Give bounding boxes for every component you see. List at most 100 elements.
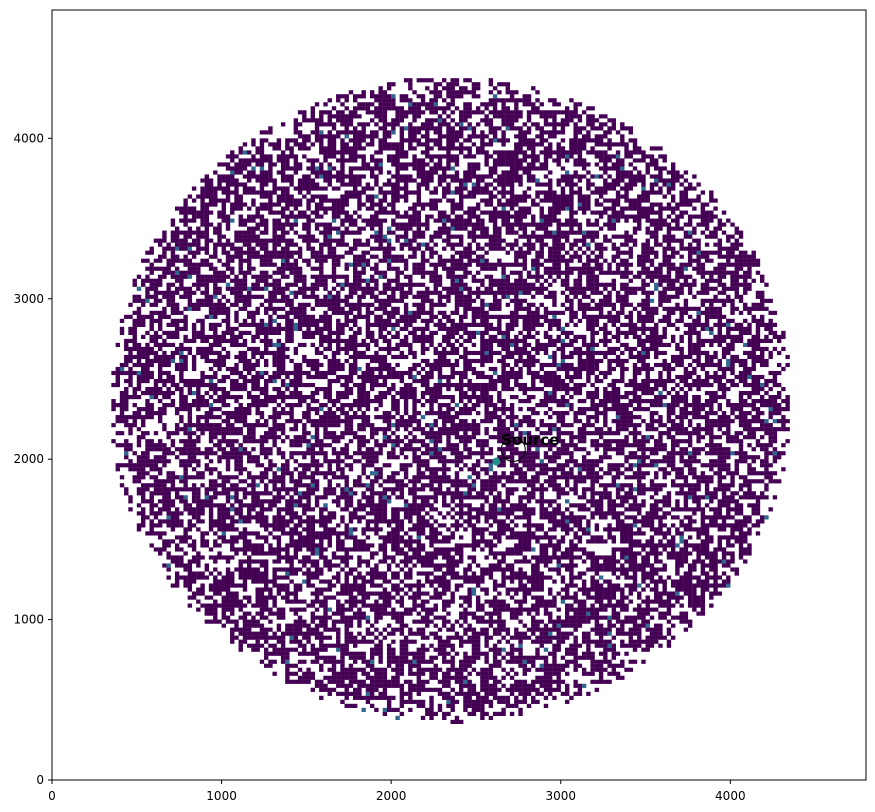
heatmap-bin (344, 230, 349, 235)
heatmap-bin (306, 238, 311, 243)
heatmap-bin (323, 519, 328, 524)
heatmap-bin (323, 435, 328, 440)
heatmap-bin (293, 647, 299, 652)
heatmap-bin (348, 663, 354, 668)
heatmap-bin (251, 322, 256, 327)
heatmap-bin (323, 110, 328, 115)
heatmap-bin (268, 431, 273, 436)
heatmap-bin (191, 242, 197, 247)
heatmap-bin (357, 182, 362, 187)
heatmap-bin (289, 631, 294, 636)
heatmap-bin (365, 563, 371, 568)
heatmap-bin (357, 342, 362, 348)
heatmap-bin (382, 282, 388, 287)
heatmap-bin (289, 471, 294, 476)
heatmap-bin (361, 635, 366, 640)
heatmap-bin (327, 294, 332, 299)
heatmap-bin (183, 246, 188, 251)
heatmap-bin (297, 366, 303, 372)
heatmap-bin (297, 178, 303, 183)
heatmap-bin (357, 374, 362, 380)
heatmap-bin (179, 362, 184, 368)
heatmap-bin (369, 334, 375, 340)
heatmap-bin (374, 651, 379, 656)
heatmap-bin (386, 415, 392, 420)
heatmap-bin (391, 382, 396, 388)
heatmap-bin (196, 435, 201, 440)
heatmap-bin (183, 218, 188, 223)
heatmap-bin (386, 318, 392, 323)
heatmap-bin (204, 194, 210, 199)
heatmap-bin (285, 138, 290, 143)
heatmap-bin (174, 495, 180, 500)
heatmap-bin (306, 294, 311, 299)
heatmap-bin (213, 350, 218, 356)
heatmap-bin (149, 386, 154, 392)
heatmap-cells (111, 78, 790, 725)
heatmap-bin (314, 118, 320, 123)
heatmap-bin (191, 483, 197, 488)
heatmap-bin (166, 519, 171, 524)
heatmap-bin (382, 627, 388, 632)
heatmap-bin (263, 403, 269, 408)
heatmap-bin (136, 346, 142, 352)
heatmap-bin (374, 218, 379, 223)
heatmap-bin (187, 435, 193, 440)
heatmap-bin (289, 559, 294, 564)
heatmap-bin (221, 603, 226, 608)
heatmap-bin (225, 154, 231, 159)
heatmap-bin (293, 186, 299, 191)
heatmap-bin (157, 322, 163, 327)
heatmap-bin (374, 687, 379, 692)
heatmap-bin (323, 146, 328, 151)
heatmap-bin (153, 382, 159, 388)
heatmap-bin (285, 318, 290, 323)
heatmap-bin (395, 278, 400, 283)
heatmap-bin (145, 447, 150, 452)
heatmap-bin (183, 431, 188, 436)
heatmap-bin (374, 635, 379, 640)
heatmap-bin (378, 655, 383, 660)
heatmap-bin (293, 378, 299, 384)
heatmap-bin (306, 451, 311, 456)
heatmap-bin (166, 403, 171, 408)
heatmap-bin (251, 198, 256, 203)
heatmap-bin (378, 575, 383, 580)
heatmap-bin (272, 423, 277, 428)
heatmap-bin (204, 531, 210, 536)
heatmap-bin (302, 134, 307, 139)
heatmap-bin (348, 635, 354, 640)
heatmap-bin (136, 455, 142, 460)
heatmap-bin (374, 611, 379, 616)
heatmap-bin (276, 386, 282, 392)
heatmap-bin (391, 543, 396, 548)
heatmap-bin (395, 655, 400, 660)
heatmap-bin (386, 314, 392, 319)
heatmap-bin (386, 246, 392, 251)
heatmap-bin (365, 683, 371, 688)
heatmap-bin (259, 435, 265, 440)
heatmap-bin (306, 443, 311, 448)
heatmap-bin (208, 262, 214, 267)
heatmap-bin (374, 523, 379, 528)
heatmap-bin (395, 627, 400, 632)
heatmap-bin (191, 539, 197, 544)
heatmap-bin (293, 366, 299, 372)
heatmap-bin (238, 467, 243, 472)
heatmap-bin (280, 162, 286, 167)
heatmap-bin (331, 471, 337, 476)
heatmap-bin (255, 214, 260, 219)
heatmap-bin (353, 595, 358, 600)
heatmap-bin (242, 270, 248, 275)
heatmap-bin (353, 266, 358, 271)
heatmap-bin (208, 415, 214, 420)
heatmap-bin (268, 322, 273, 327)
heatmap-bin (382, 194, 388, 199)
heatmap-bin (336, 230, 341, 235)
heatmap-bin (191, 423, 197, 428)
heatmap-bin (336, 302, 341, 307)
heatmap-bin (213, 407, 218, 412)
heatmap-bin (331, 419, 337, 424)
heatmap-bin (314, 551, 320, 556)
heatmap-bin (344, 218, 349, 223)
